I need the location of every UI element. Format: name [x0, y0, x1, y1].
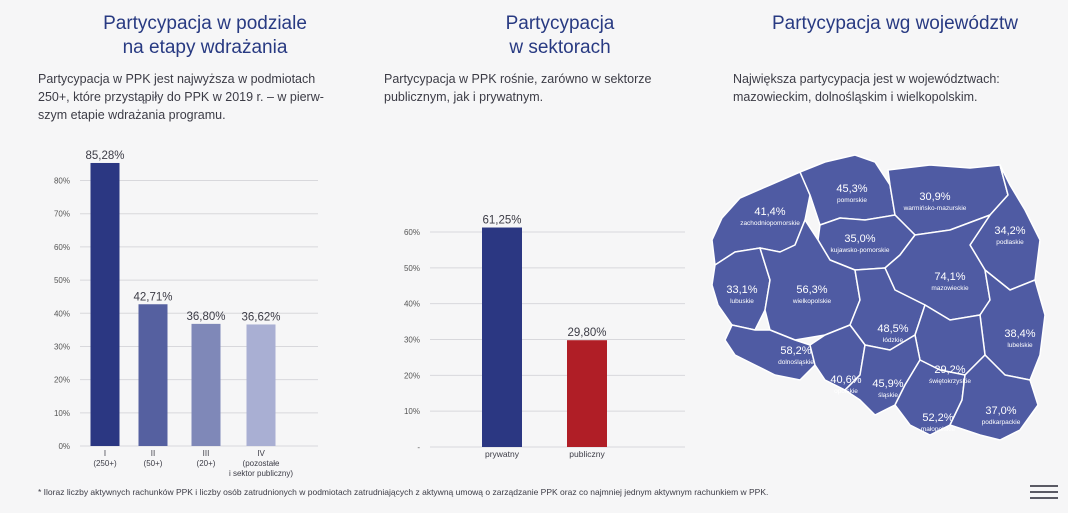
region-dolnoslaskie	[724, 324, 816, 381]
y-tick-label: 80%	[54, 177, 70, 186]
bar	[138, 304, 168, 446]
map-labels: 45,3% pomorskie 30,9% warmińsko-mazurskie 41…	[726, 183, 1035, 433]
category-label: prywatny	[485, 449, 520, 459]
sectors-bar-chart: - 10% 20% 30% 40% 50% 60% 61,25% prywatny 29,80% p…	[404, 215, 685, 459]
bar	[90, 162, 120, 447]
bar	[567, 340, 607, 447]
bar-value-label: 36,62%	[241, 311, 280, 323]
region-value-label: 35,0%	[844, 233, 875, 245]
sectors-desc-line2: publicznym, jak i prywatnym.	[384, 90, 544, 104]
region-name-label: śląskie	[878, 392, 898, 399]
category-label: (pozostałe	[243, 459, 280, 468]
region-name-label: podkarpackie	[982, 419, 1021, 426]
regions-desc-line1: Największa partycypacja jest w województ…	[733, 72, 1000, 86]
stages-desc-line2: 250+, które przystąpiły do PPK w 2019 r.…	[38, 90, 324, 104]
region-name-label: zachodniopomorskie	[740, 220, 800, 227]
category-label: (20+)	[197, 459, 216, 468]
region-name-label: lubuskie	[730, 298, 754, 305]
bar-value-label: 42,71%	[133, 291, 172, 303]
regions-description: Największa partycypacja jest w województ…	[733, 70, 1059, 106]
y-tick-label: 10%	[54, 409, 70, 418]
sectors-description: Partycypacja w PPK rośnie, zarówno w sek…	[384, 70, 694, 106]
regions-title: Partycypacja wg województw	[730, 12, 1060, 36]
region-name-label: kujawsko-pomorskie	[831, 247, 890, 254]
sectors-title-line1: Partycypacja	[505, 13, 615, 34]
regions-title-line: Partycypacja wg województw	[771, 13, 1019, 34]
map-regions	[711, 154, 1046, 441]
region-name-label: małopolskie	[921, 426, 956, 433]
category-label: II	[151, 449, 155, 458]
bar-value-label: 29,80%	[567, 327, 606, 339]
stages-title: Partycypacja w podziale na etapy wdrażan…	[40, 12, 370, 60]
region-name-label: podlaskie	[996, 239, 1024, 246]
y-tick-label: 20%	[54, 376, 70, 385]
category-label: (50+)	[144, 459, 163, 468]
y-tick-label: 60%	[54, 243, 70, 252]
region-name-label: opolskie	[834, 388, 858, 395]
region-value-label: 34,2%	[994, 225, 1025, 237]
category-label: III	[203, 449, 210, 458]
bar-value-label: 36,80%	[186, 311, 225, 323]
regions-desc-line2: mazowieckim, dolnośląskim i wielkopolski…	[733, 90, 978, 104]
bar	[246, 324, 276, 446]
y-tick-label: 0%	[58, 442, 70, 451]
region-lubuskie	[711, 247, 771, 331]
region-value-label: 56,3%	[796, 284, 827, 296]
region-value-label: 48,5%	[877, 323, 908, 335]
y-tick-label: 10%	[404, 407, 420, 416]
y-tick-label: 50%	[404, 264, 420, 273]
y-tick-label: -	[417, 443, 420, 452]
stages-title-line2: na etapy wdrażania	[122, 37, 288, 58]
region-value-label: 52,2%	[922, 412, 953, 424]
y-tick-label: 20%	[404, 371, 420, 380]
stages-bar-chart: 0% 10% 20% 30% 40% 50% 60% 70% 80% 85,28% I(250+) 4…	[54, 150, 318, 478]
sectors-title-line2: w sektorach	[509, 37, 611, 58]
sectors-desc-line1: Partycypacja w PPK rośnie, zarówno w sek…	[384, 72, 652, 86]
category-label: I	[104, 449, 106, 458]
y-tick-label: 60%	[404, 228, 420, 237]
category-label: (250+)	[93, 459, 117, 468]
region-name-label: wielkopolskie	[792, 298, 832, 305]
sectors-title: Partycypacja w sektorach	[400, 12, 720, 60]
region-value-label: 33,1%	[726, 284, 757, 296]
y-tick-label: 40%	[404, 300, 420, 309]
region-value-label: 38,4%	[1004, 328, 1035, 340]
region-value-label: 37,0%	[985, 405, 1016, 417]
region-name-label: świętokrzyskie	[929, 378, 971, 385]
region-name-label: pomorskie	[837, 197, 867, 204]
y-tick-label: 30%	[54, 342, 70, 351]
region-value-label: 30,9%	[919, 191, 950, 203]
category-label: publiczny	[569, 449, 605, 459]
bar-value-label: 85,28%	[85, 150, 124, 162]
region-value-label: 29,2%	[934, 364, 965, 376]
category-label: i sektor publiczny)	[229, 469, 293, 478]
region-name-label: dolnośląskie	[778, 359, 814, 366]
region-name-label: mazowieckie	[931, 285, 969, 292]
menu-icon[interactable]	[1030, 485, 1058, 503]
y-tick-label: 30%	[404, 336, 420, 345]
stages-title-line1: Partycypacja w podziale	[103, 13, 307, 34]
region-name-label: warmińsko-mazurskie	[903, 205, 967, 212]
poland-voivodeship-map: 45,3% pomorskie 30,9% warmińsko-mazurskie 41…	[711, 154, 1046, 441]
bar	[482, 227, 522, 447]
bar	[191, 323, 221, 446]
stages-desc-line3: szym etapie wdrażania programu.	[38, 108, 226, 122]
region-podkarpackie	[949, 354, 1039, 441]
region-value-label: 45,9%	[872, 378, 903, 390]
region-value-label: 45,3%	[836, 183, 867, 195]
footnote: * Iloraz liczby aktywnych rachunków PPK …	[38, 487, 769, 497]
category-label: IV	[257, 449, 265, 458]
region-value-label: 58,2%	[780, 345, 811, 357]
region-name-label: łódzkie	[883, 337, 904, 344]
bar-value-label: 61,25%	[482, 215, 521, 227]
y-tick-label: 70%	[54, 210, 70, 219]
region-name-label: lubelskie	[1007, 342, 1033, 349]
y-tick-label: 50%	[54, 276, 70, 285]
region-value-label: 41,4%	[754, 206, 785, 218]
stages-description: Partycypacja w PPK jest najwyższa w podm…	[38, 70, 364, 124]
region-value-label: 40,6%	[830, 374, 861, 386]
region-value-label: 74,1%	[934, 271, 965, 283]
stages-desc-line1: Partycypacja w PPK jest najwyższa w podm…	[38, 72, 316, 86]
y-tick-label: 40%	[54, 309, 70, 318]
